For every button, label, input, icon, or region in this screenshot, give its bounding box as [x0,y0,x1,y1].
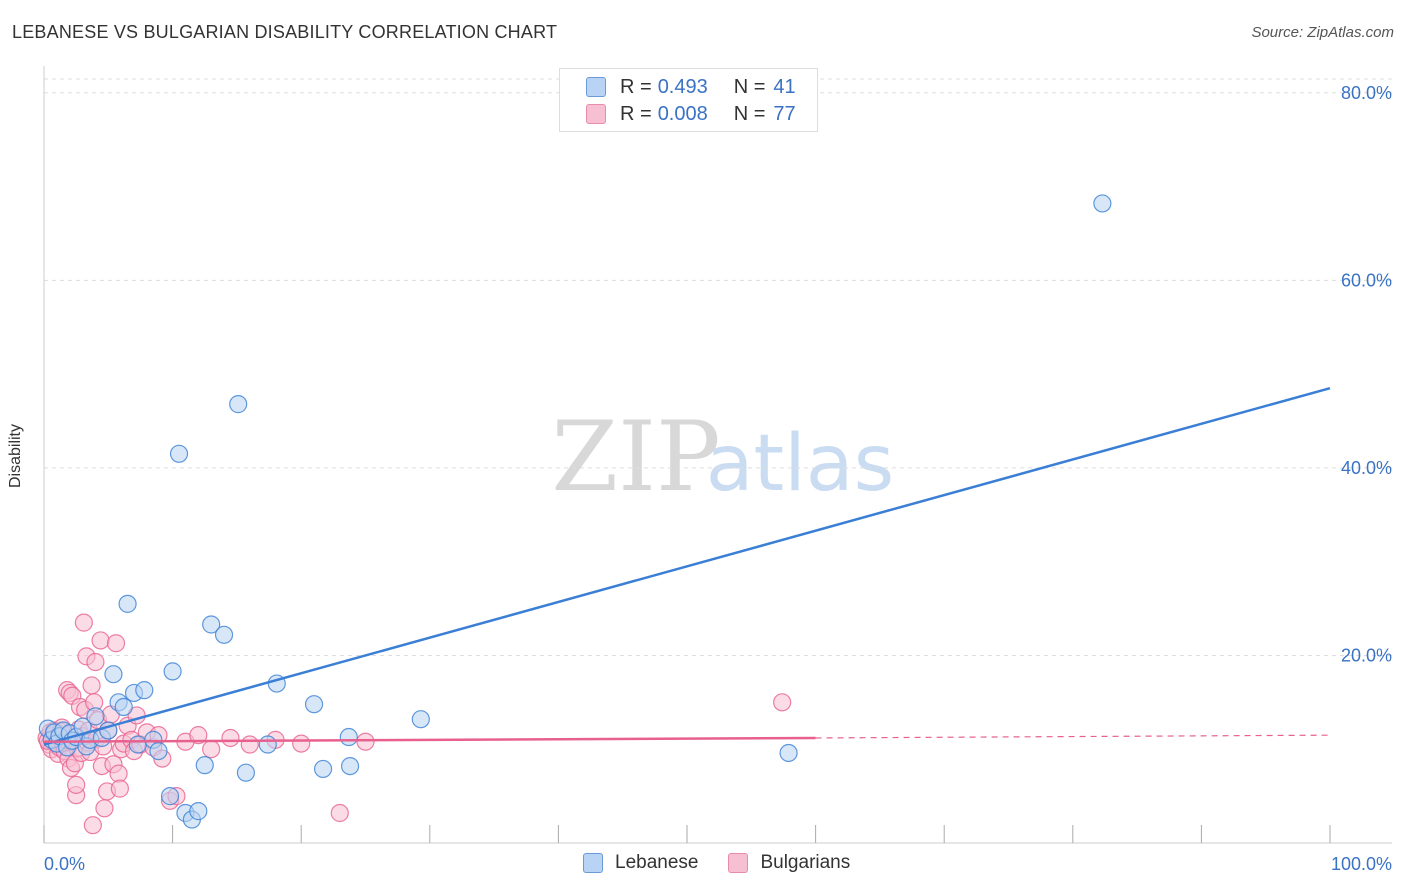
lebanese-point [189,802,208,821]
n-label: N = [733,102,766,125]
bulgarians-trendline-projection [815,734,1331,739]
lebanese-point [104,665,123,684]
source-label: Source: ZipAtlas.com [1251,24,1394,41]
bulgarians-swatch [728,853,749,873]
bulgarians-point [221,728,240,748]
lebanese-point [214,625,234,644]
watermark: ZIP atlas [551,401,894,513]
bulgarians-point [74,613,93,632]
lebanese-point [411,710,430,729]
lebanese-point [169,444,189,463]
lebanese-point [202,615,221,634]
legend-label-bulgarians: Bulgarians [760,852,851,873]
legend-row-lebanese: R = 0.493 N = 41 [586,75,796,99]
watermark-atlas: atlas [706,419,895,509]
lebanese-point [195,756,214,775]
lebanese-point [236,763,256,782]
bulgarians-point [95,799,114,818]
lebanese-point [128,735,147,754]
legend-label-lebanese: Lebanese [615,852,699,873]
r-label: R = [620,75,652,98]
lebanese-swatch [583,853,603,873]
legend-item-bulgarians[interactable]: Bulgarians [728,852,850,874]
lebanese-point [304,695,324,714]
r-label: R = [620,102,652,125]
lebanese-swatch [586,77,606,97]
lebanese-point [114,697,133,717]
x-tick-label: 0.0% [44,854,85,874]
chart-title: LEBANESE VS BULGARIAN DISABILITY CORRELA… [12,22,558,42]
bulgarians-point [189,726,208,745]
lebanese-point [779,743,798,763]
lebanese-point [229,395,248,414]
bulgarians-point [110,779,129,798]
y-tick-label: 60.0% [1341,270,1392,290]
lebanese-point [149,741,168,761]
y-tick-label: 20.0% [1341,645,1392,665]
x-tick-label: 100.0% [1331,854,1392,874]
bulgarians-point [109,764,128,783]
bulgarians-point [83,816,102,835]
bulgarians-point [240,735,259,754]
legend-item-lebanese[interactable]: Lebanese [583,852,698,874]
r-value: 0.008 [657,102,708,125]
legend-row-bulgarians: R = 0.008 N = 77 [586,102,796,126]
bulgarians-point [82,676,101,695]
correlation-legend: R = 0.493 N = 41 R = 0.008 N = 77 [559,68,818,132]
lebanese-point [135,681,154,700]
bulgarians-point [292,734,311,753]
lebanese-point [160,787,180,806]
n-label: N = [733,75,766,98]
lebanese-trendline [43,386,1331,746]
lebanese-point [339,727,358,747]
bulgarians-point [91,631,110,650]
bulgarians-point [773,693,792,712]
bulgarians-point [67,775,86,794]
lebanese-point [118,594,137,613]
lebanese-point [258,735,277,754]
watermark-zip: ZIP [551,401,720,513]
n-value: 77 [773,102,796,125]
r-value: 0.493 [657,75,708,98]
bulgarians-trendline [43,736,816,743]
lebanese-point [1093,194,1112,213]
lebanese-point [163,662,182,681]
bulgarians-point [330,803,349,823]
lebanese-point [340,756,360,776]
bulgarians-swatch [586,104,606,124]
lebanese-point [86,707,105,726]
series-legend: Lebanese Bulgarians [583,852,880,874]
bulgarians-point [106,634,126,653]
lebanese-point [313,759,333,779]
n-value: 41 [773,75,796,98]
bulgarians-point [202,740,221,759]
bulgarians-point [86,652,105,672]
bulgarians-point [356,732,375,751]
y-tick-label: 40.0% [1341,458,1392,478]
y-tick-label: 80.0% [1341,83,1392,103]
